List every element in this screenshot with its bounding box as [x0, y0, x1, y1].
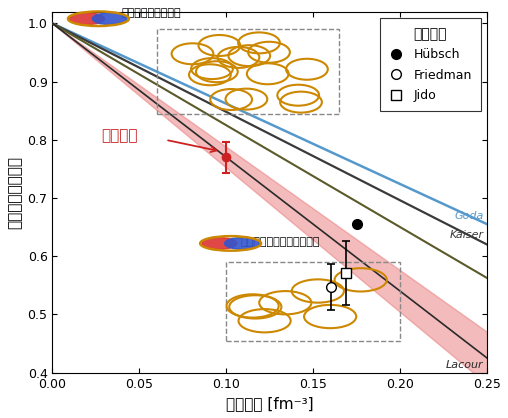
Text: クォーク凝縮が減っている: クォーク凝縮が減っている: [240, 237, 320, 247]
X-axis label: 物質密度 [fm⁻³]: 物質密度 [fm⁻³]: [226, 396, 313, 411]
Circle shape: [202, 237, 237, 249]
Text: Lacour: Lacour: [446, 360, 484, 370]
Text: Goda: Goda: [454, 211, 484, 221]
Text: クォーク凝縮が多い: クォーク凝縮が多い: [122, 8, 181, 18]
Bar: [226, 262, 400, 341]
Circle shape: [70, 13, 105, 25]
Y-axis label: クォーク凝縮密度: クォーク凝縮密度: [7, 155, 22, 229]
Circle shape: [92, 13, 127, 25]
Text: 実験結果: 実験結果: [101, 128, 138, 143]
Legend: Hübsch, Friedman, Jido: Hübsch, Friedman, Jido: [380, 18, 481, 111]
Bar: [156, 29, 339, 114]
Circle shape: [225, 237, 259, 249]
Text: Kaiser: Kaiser: [450, 230, 484, 240]
